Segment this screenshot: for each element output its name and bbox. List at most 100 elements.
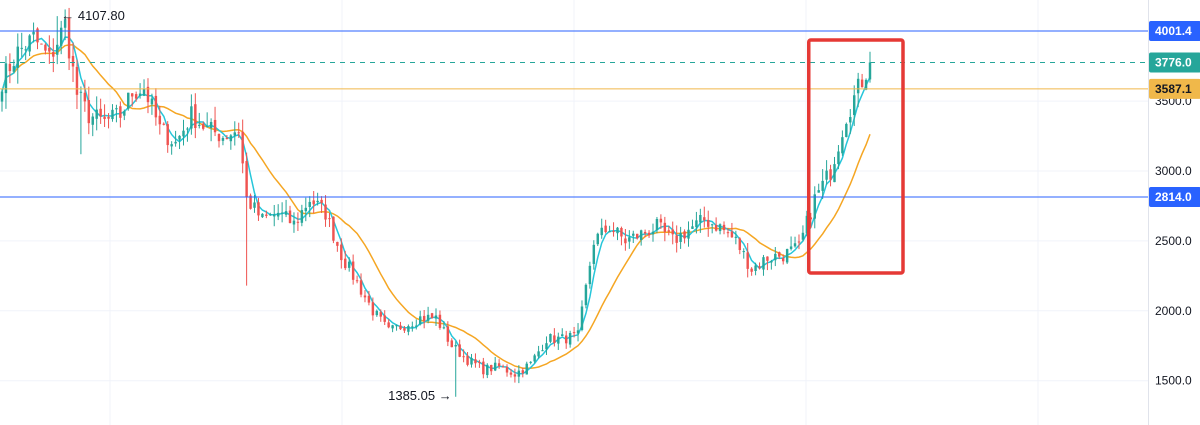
candle-body [683,231,686,239]
candle-body [845,123,848,138]
candle-body [691,226,694,229]
candle-body [450,340,454,348]
candle-body [434,315,438,319]
price-tag [1149,52,1200,73]
candle-body [87,100,91,124]
candle-body [750,268,753,272]
price-tag [1149,21,1200,41]
candle-body [600,227,603,236]
candle-body [415,325,418,327]
y-tick-label: 2000.0 [1155,304,1192,318]
candle-body [710,224,714,226]
candle-body [324,204,327,220]
candle-body [486,364,489,376]
candle-body [667,230,671,232]
candle-body [541,350,544,352]
candle-body [40,43,43,45]
candle-body [754,265,757,272]
candle-body [805,215,809,234]
candle-body [304,207,308,212]
candle-body [490,365,493,372]
price-tag-label: 3776.0 [1155,56,1192,70]
low-annotation: 1385.05 → [388,388,452,403]
candle-body [67,18,71,59]
candle-body [221,137,225,141]
candle-body [300,210,304,223]
candle-body [774,253,777,261]
candle-body [265,214,268,216]
candle-body [261,213,264,218]
candle-body [20,47,23,49]
candle-body [95,109,98,119]
high-annotation: ← 4107.80 [61,8,125,23]
candle-body [170,144,173,147]
candle-body [462,356,465,358]
candle-body [127,92,130,109]
candle-body [115,108,118,110]
candle-body [229,135,233,142]
candle-body [52,51,55,57]
candle-body [809,217,813,220]
candle-body [635,233,639,239]
candle-body [190,106,193,129]
candle-body [79,91,83,93]
candle-body [525,363,528,375]
candle-body [687,229,690,239]
candle-body [856,78,860,94]
candle-body [430,313,434,318]
candle-body [422,315,426,322]
candle-body [75,66,79,95]
candle-body [651,231,655,235]
candle-body [860,79,864,88]
candle-body [564,335,568,344]
candle-body [438,314,442,328]
candle-body [841,137,844,154]
candle-body [166,124,169,146]
candle-body [276,212,280,217]
candle-body [233,132,237,136]
candle-body [312,200,315,205]
candle-body [56,44,59,55]
candle-body [36,28,39,43]
candle-body [647,232,651,236]
candle-body [383,315,386,322]
candle-body [426,314,430,321]
candle-body [48,47,51,52]
candle-body [778,252,781,257]
candle-body [671,229,674,235]
candle-body [142,88,146,96]
candle-body [130,93,134,97]
candle-body [793,243,797,247]
candle-body [367,295,371,303]
horizontal-levels [0,30,1148,198]
candle-body [604,225,607,233]
candle-body [726,232,730,234]
candle-body [198,124,201,126]
candle-body [16,46,20,68]
candle-body [316,200,319,203]
candle-body [387,322,390,328]
candle-body [659,218,663,223]
candle-body [505,367,509,373]
candle-body [320,199,323,203]
candle-body [63,19,67,28]
candle-body [568,332,572,345]
candle-body [663,222,667,232]
candle-body [134,94,138,99]
price-tag-label: 2814.0 [1155,190,1192,204]
candle-body [537,351,540,357]
candle-body [269,214,272,216]
candle-body [418,316,422,325]
candle-body [355,280,359,282]
candle-body [178,135,181,140]
candle-body [154,95,158,118]
candle-body [146,86,150,103]
candle-body [825,170,828,180]
candle-body [340,244,343,261]
candle-body [407,326,410,332]
candle-body [821,180,824,191]
candle-body [478,361,481,363]
